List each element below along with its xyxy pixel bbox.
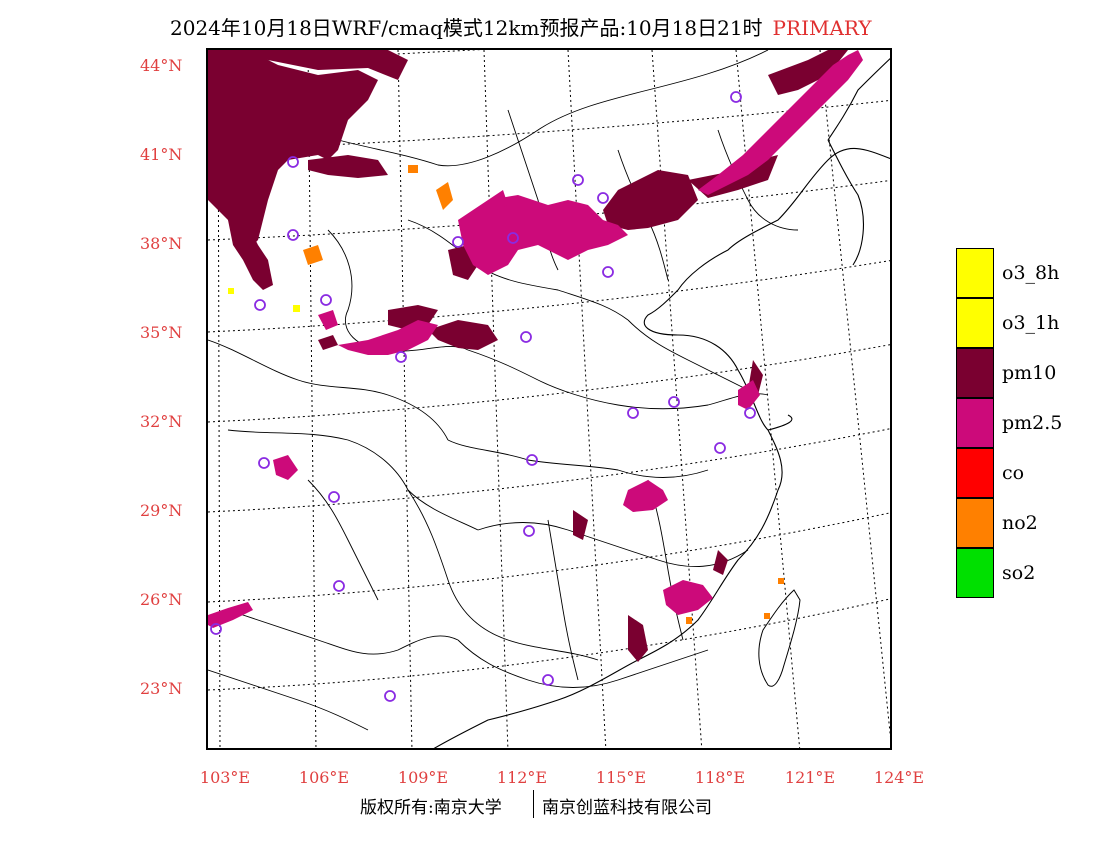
lat-label-29: 29°N xyxy=(140,501,183,520)
taiwan-outline xyxy=(758,589,801,687)
map-title: 2024年10月18日WRF/cmaq模式12km预报产品:10月18日21时 P… xyxy=(170,12,872,41)
lat-label-35: 35°N xyxy=(140,323,183,342)
legend-swatch xyxy=(956,298,994,348)
lon-label-109: 109°E xyxy=(397,768,449,787)
pm25-areas xyxy=(208,50,863,628)
lon-label-124: 124°E xyxy=(873,768,925,787)
legend-swatch xyxy=(956,498,994,548)
lon-label-106: 106°E xyxy=(298,768,350,787)
legend-label: o3_8h xyxy=(1002,262,1060,284)
coastline xyxy=(433,58,890,748)
lat-label-38: 38°N xyxy=(140,234,183,253)
lon-label-115: 115°E xyxy=(595,768,647,787)
legend-swatch xyxy=(956,248,994,298)
title-tag: PRIMARY xyxy=(772,16,872,40)
lat-label-32: 32°N xyxy=(140,412,183,431)
lat-label-44: 44°N xyxy=(140,56,183,75)
company-text: 南京创蓝科技有限公司 xyxy=(542,798,712,818)
map-canvas xyxy=(208,50,890,748)
lon-label-118: 118°E xyxy=(694,768,746,787)
legend-swatch xyxy=(956,348,994,398)
title-text: 2024年10月18日WRF/cmaq模式12km预报产品:10月18日21时 xyxy=(170,16,763,40)
lat-label-41: 41°N xyxy=(140,145,183,164)
pm10-areas xyxy=(208,50,848,662)
legend-label: pm2.5 xyxy=(1002,412,1063,434)
lon-label-121: 121°E xyxy=(784,768,836,787)
legend-label: o3_1h xyxy=(1002,312,1060,334)
legend-label: pm10 xyxy=(1002,362,1057,384)
forecast-map[interactable] xyxy=(206,48,892,750)
o3-areas xyxy=(228,288,300,312)
legend-label: no2 xyxy=(1002,512,1038,534)
legend-swatch xyxy=(956,398,994,448)
legend-label: co xyxy=(1002,462,1025,484)
lat-label-26: 26°N xyxy=(140,590,183,609)
lon-label-103: 103°E xyxy=(199,768,251,787)
legend-swatch xyxy=(956,448,994,498)
legend-swatch xyxy=(956,548,994,598)
footer-divider xyxy=(533,790,534,818)
copyright-text: 版权所有:南京大学 xyxy=(360,798,502,818)
no2-areas xyxy=(303,165,784,624)
lat-label-23: 23°N xyxy=(140,679,183,698)
lon-label-112: 112°E xyxy=(496,768,548,787)
legend-label: so2 xyxy=(1002,562,1036,584)
city-markers xyxy=(210,91,756,702)
